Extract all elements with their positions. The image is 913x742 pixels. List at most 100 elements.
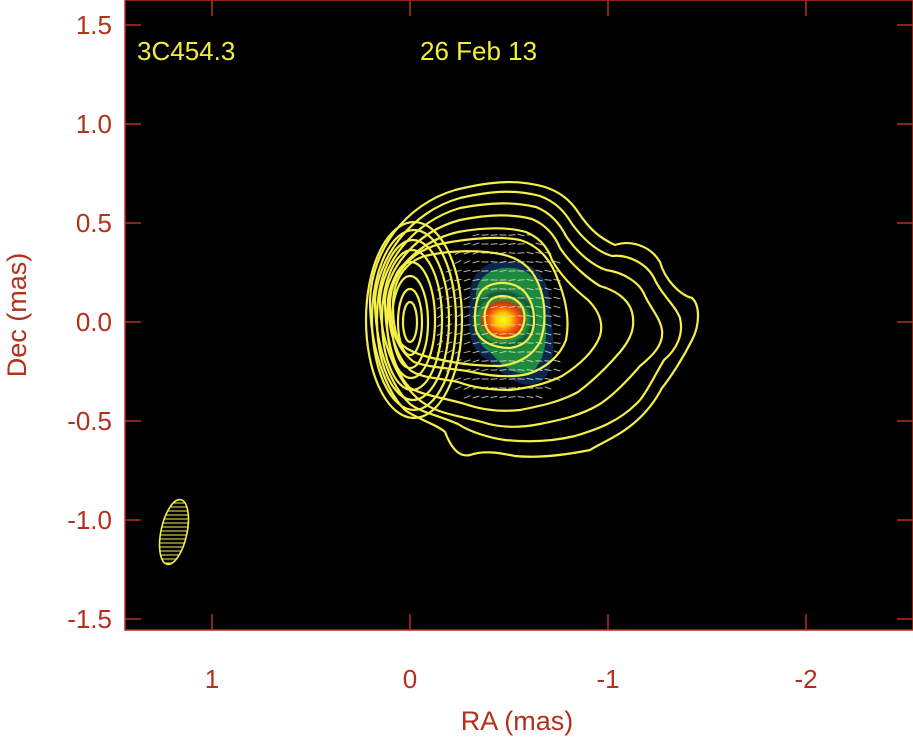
evpa-tick xyxy=(526,251,534,255)
evpa-tick xyxy=(508,279,516,281)
evpa-tick xyxy=(553,314,561,318)
evpa-tick xyxy=(499,323,507,327)
contour-level xyxy=(396,287,424,357)
evpa-tick xyxy=(526,278,534,282)
contour-level xyxy=(373,190,683,443)
evpa-tick xyxy=(517,315,525,317)
evpa-tick xyxy=(544,332,552,336)
evpa-tick xyxy=(535,378,543,380)
contour-level xyxy=(385,260,437,380)
evpa-tick xyxy=(544,350,552,354)
contour-set xyxy=(364,181,700,458)
evpa-tick xyxy=(517,279,525,281)
evpa-tick xyxy=(517,252,525,254)
contour-level xyxy=(378,202,664,428)
evpa-tick xyxy=(490,288,498,290)
evpa-tick xyxy=(526,342,534,344)
contour-level xyxy=(390,274,430,370)
evpa-tick xyxy=(499,269,507,273)
evpa-tick xyxy=(490,243,498,245)
evpa-tick xyxy=(490,305,498,309)
contour-level xyxy=(368,181,700,458)
evpa-tick xyxy=(499,360,507,362)
evpa-tick xyxy=(517,243,525,245)
evpa-tick xyxy=(508,396,516,398)
evpa-tick xyxy=(508,261,516,263)
evpa-tick xyxy=(472,270,480,272)
evpa-tick xyxy=(463,242,471,246)
evpa-tick xyxy=(499,395,507,399)
evpa-tick xyxy=(526,359,534,363)
evpa-tick xyxy=(508,242,516,246)
evpa-tick xyxy=(517,369,525,371)
contour-level xyxy=(391,250,546,368)
evpa-tick xyxy=(544,269,552,273)
evpa-tick xyxy=(463,306,471,308)
evpa-tick xyxy=(553,260,561,264)
evpa-tick xyxy=(526,261,534,263)
contour-level xyxy=(380,248,444,392)
evpa-tick xyxy=(463,341,471,345)
evpa-tick xyxy=(553,342,561,344)
evpa-tick xyxy=(499,378,507,380)
evpa-tick xyxy=(553,359,561,363)
contour-level xyxy=(473,281,536,350)
evpa-tick xyxy=(544,305,552,309)
date-label: 26 Feb 13 xyxy=(420,36,537,66)
evpa-tick xyxy=(508,378,516,380)
x-tick-label: -2 xyxy=(794,664,817,694)
evpa-tick xyxy=(508,315,516,317)
evpa-tick xyxy=(463,260,471,264)
evpa-tick xyxy=(526,323,534,327)
evpa-tick xyxy=(535,297,543,299)
evpa-tick xyxy=(463,359,471,363)
contour-level xyxy=(386,227,603,392)
evpa-tick xyxy=(535,242,543,246)
y-tick-label: 0.5 xyxy=(76,208,112,238)
evpa-tick xyxy=(472,233,480,237)
evpa-tick xyxy=(535,269,543,273)
evpa-tick xyxy=(472,242,480,246)
evpa-tick xyxy=(472,278,480,282)
evpa-tick xyxy=(544,368,552,372)
evpa-tick xyxy=(454,377,462,381)
evpa-tick xyxy=(481,297,489,299)
evpa-tick xyxy=(481,368,489,372)
evpa-tick xyxy=(526,369,534,371)
evpa-tick xyxy=(490,350,498,354)
evpa-tick xyxy=(508,333,516,335)
evpa-tick xyxy=(535,395,543,399)
evpa-tick xyxy=(508,234,516,236)
evpa-tick xyxy=(535,314,543,318)
evpa-tick xyxy=(553,287,561,291)
evpa-tick xyxy=(463,296,471,300)
evpa-tick xyxy=(472,395,480,399)
evpa-tick xyxy=(472,368,480,372)
evpa-tick xyxy=(490,234,498,236)
y-axis-title: Dec (mas) xyxy=(2,253,32,378)
evpa-tick xyxy=(553,305,561,309)
evpa-tick xyxy=(481,351,489,353)
evpa-tick xyxy=(499,369,507,371)
contour-level xyxy=(383,214,635,412)
plot-frame xyxy=(124,0,913,631)
evpa-tick xyxy=(481,332,489,336)
evpa-tick xyxy=(517,351,525,353)
contour-level xyxy=(364,220,464,420)
evpa-tick xyxy=(535,306,543,308)
evpa-tick xyxy=(472,341,480,345)
evpa-tick xyxy=(463,350,471,354)
evpa-tick xyxy=(526,287,534,291)
evpa-tick xyxy=(463,269,471,273)
evpa-tick xyxy=(463,278,471,282)
contour-level xyxy=(483,295,526,340)
y-tick-label: -1.5 xyxy=(67,604,112,634)
evpa-tick xyxy=(526,377,534,381)
evpa-tick xyxy=(544,377,552,381)
evpa-tick xyxy=(526,395,534,399)
evpa-tick xyxy=(499,242,507,246)
evpa-tick xyxy=(508,305,516,309)
evpa-tick xyxy=(463,332,471,336)
evpa-tick xyxy=(544,279,552,281)
